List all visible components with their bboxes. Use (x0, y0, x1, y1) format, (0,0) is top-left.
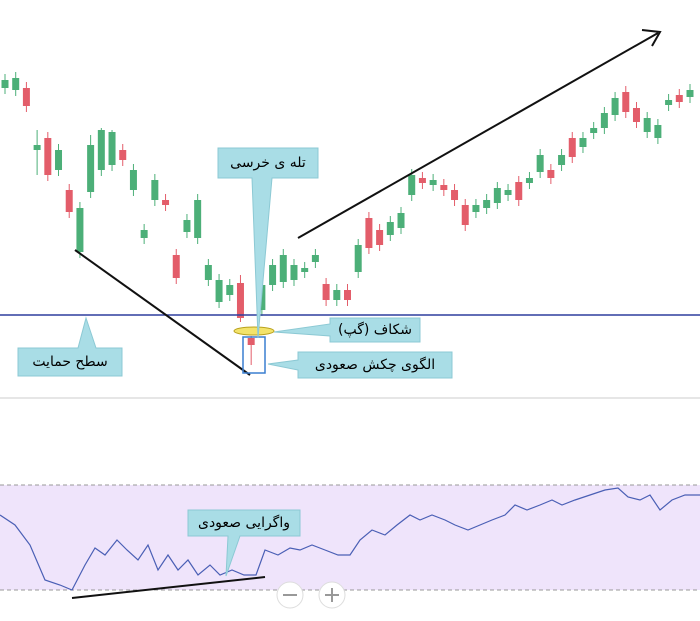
candle-body (65, 190, 73, 212)
annotation: سطح حمایت (32, 354, 107, 370)
rsi-pane (0, 484, 700, 591)
divergence-line (71, 576, 266, 599)
candle-body (675, 95, 683, 102)
candle-body (376, 230, 384, 245)
price-pane (0, 72, 700, 365)
candle-body (525, 178, 533, 183)
candle-body (183, 220, 191, 232)
candle-body (311, 255, 319, 262)
callout (17, 316, 123, 377)
arrow-head (641, 29, 662, 47)
candle-body (600, 113, 608, 128)
candle-body (418, 178, 426, 183)
candle-body (87, 145, 95, 192)
rsi-band (0, 485, 700, 590)
candle-body (44, 138, 52, 175)
candle-body (665, 100, 673, 105)
trend-arrow (297, 32, 659, 239)
candle-body (140, 230, 148, 238)
candle-body (172, 255, 180, 278)
trend-line (74, 249, 251, 376)
candle-body (97, 130, 105, 170)
candle-body (226, 285, 234, 295)
candle-body (622, 92, 630, 112)
candle-body (558, 155, 566, 165)
candle-body (472, 205, 480, 212)
annotation: شکاف (گپ) (338, 321, 412, 338)
candle-body (204, 265, 212, 280)
candle-body (686, 90, 694, 97)
callout (267, 351, 453, 379)
candle-body (236, 283, 244, 318)
candle-body (22, 88, 30, 106)
annotation: الگوی چکش صعودی (315, 356, 435, 373)
candle-body (354, 245, 362, 272)
candle-body (33, 145, 41, 150)
candle-body (643, 118, 651, 132)
candle-body (590, 128, 598, 133)
candle-body (397, 213, 405, 228)
candle-body (129, 170, 137, 190)
icon (325, 588, 339, 602)
candle-body (515, 182, 523, 200)
candle-body (493, 188, 501, 203)
candle-body (322, 284, 330, 300)
candle-body (108, 132, 116, 165)
candle-body (344, 290, 351, 300)
candle-body (386, 222, 394, 235)
candle-body (440, 185, 448, 190)
candle-body (279, 255, 287, 282)
candle-body (547, 170, 555, 178)
candle-body (579, 138, 587, 147)
candle-body (429, 180, 437, 185)
candle-body (536, 155, 544, 172)
candle-body (1, 80, 9, 88)
candle-body (365, 218, 373, 248)
candle-body (119, 150, 127, 160)
candle-body (483, 200, 491, 208)
candle-body (504, 190, 512, 195)
candle-body (290, 265, 298, 280)
annotation: تله ی خرسی (230, 155, 306, 171)
hammer-marker (242, 336, 266, 374)
candle-body (215, 280, 223, 302)
candle-body (632, 108, 640, 122)
candle-body (269, 265, 277, 285)
candle-body (12, 78, 20, 90)
candle-body (76, 208, 84, 252)
candle-body (194, 200, 202, 238)
candle-body (451, 190, 459, 200)
candle-body (408, 175, 416, 195)
candle-body (611, 98, 619, 115)
candle-body (151, 180, 159, 200)
annotation: واگرایی صعودی (198, 514, 290, 531)
candle-body (461, 205, 469, 225)
callout (187, 509, 301, 577)
candle-body (568, 138, 576, 157)
rsi-line (0, 487, 700, 591)
candle-body (654, 125, 662, 138)
callout (217, 147, 319, 339)
gap-marker (233, 326, 275, 336)
candle-body (162, 200, 170, 205)
candle-body (301, 268, 309, 272)
candle-body (247, 338, 255, 345)
candle-body (55, 150, 63, 170)
candle-body (333, 290, 341, 300)
callout (273, 317, 421, 343)
